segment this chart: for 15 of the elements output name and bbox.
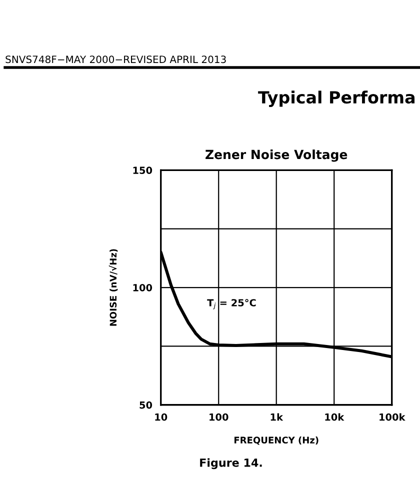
x-tick-label: 1k [270,413,284,421]
text: SNVS748F−MAY 2000−REVISED APRIL 2013 [6,56,226,64]
x-tick-label: 100k [380,413,406,421]
x-tick-label: 100 [210,413,228,421]
x-tick-label: 10k [325,413,344,421]
y-tick-label: 50 [140,401,152,409]
text: Typical Performa [258,90,414,107]
caption: Figure 14. [200,458,262,470]
x-axis-title: FREQUENCY (Hz) [234,436,318,445]
y-tick-label: 150 [133,166,152,174]
y-axis-title: NOISE (nV/√Hz) [108,249,118,326]
chart-title: Zener Noise Voltage [206,150,348,162]
x-tick-label: 10 [155,413,168,421]
annotation: T$_{j}$ = 25°C [207,299,256,310]
y-tick-label: 100 [133,284,152,292]
